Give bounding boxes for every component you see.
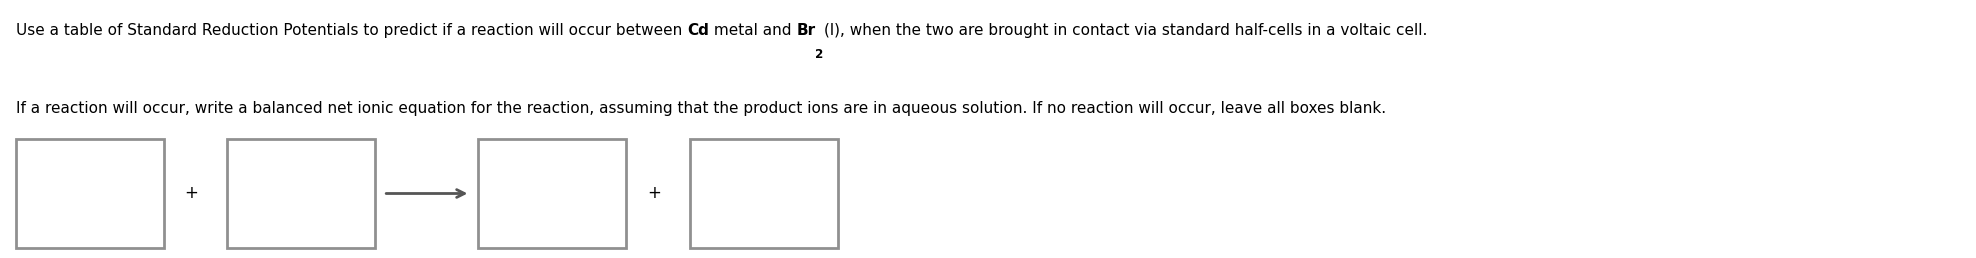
Text: +: + (646, 184, 662, 203)
Text: (l), when the two are brought in contact via standard half-cells in a voltaic ce: (l), when the two are brought in contact… (824, 23, 1427, 38)
Text: metal and: metal and (709, 23, 796, 38)
Text: Use a table of Standard Reduction Potentials to predict if a reaction will occur: Use a table of Standard Reduction Potent… (16, 23, 688, 38)
Text: +: + (184, 184, 200, 203)
Text: If a reaction will occur, write a balanced net ionic equation for the reaction, : If a reaction will occur, write a balanc… (16, 101, 1385, 116)
Text: 2: 2 (816, 48, 824, 61)
Text: Br: Br (796, 23, 816, 38)
Text: Cd: Cd (688, 23, 709, 38)
